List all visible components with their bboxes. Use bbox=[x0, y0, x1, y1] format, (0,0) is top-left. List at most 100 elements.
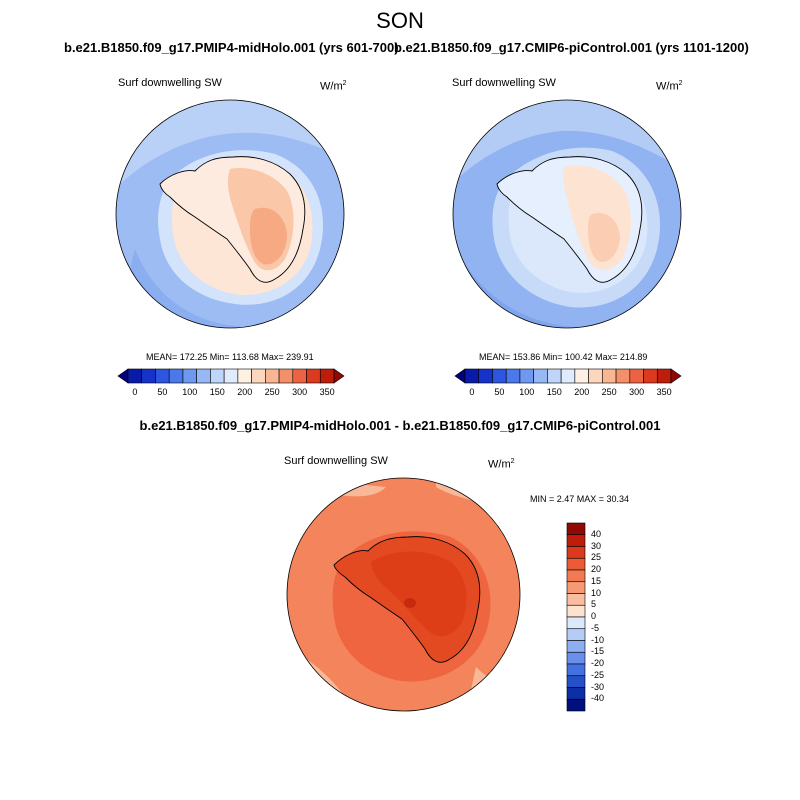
colorbar-right-box-0 bbox=[454, 368, 466, 384]
colorbar-left-tick-label: 100 bbox=[182, 387, 198, 397]
stats-diff: MIN = 2.47 MAX = 30.34 bbox=[530, 494, 630, 504]
colorbar-left-box-0 bbox=[117, 368, 129, 384]
colorbar-diff-box-4 bbox=[566, 569, 586, 583]
case-title-right: b.e21.B1850.f09_g17.CMIP6-piControl.001 … bbox=[394, 40, 749, 55]
colorbar-left-box-7 bbox=[210, 368, 225, 384]
colorbar-diff-tick-label: 0 bbox=[591, 611, 597, 621]
polar-map-left bbox=[115, 99, 345, 329]
colorbar-right-box-5 bbox=[519, 368, 534, 384]
colorbar-right-box-13 bbox=[629, 368, 644, 384]
colorbar-left-tick-label: 50 bbox=[157, 387, 168, 397]
colorbar-diff-tick-label: -5 bbox=[591, 622, 600, 633]
colorbar-right-ticks: 0 50 100 150 200 250 300 350 bbox=[455, 387, 681, 399]
colorbar-diff-box-13 bbox=[566, 675, 586, 688]
colorbar-diff-tick-label: -25 bbox=[591, 669, 605, 680]
colorbar-diff-tick-label: 15 bbox=[591, 575, 602, 586]
colorbar-left-box-16 bbox=[333, 368, 345, 384]
colorbar-left-box-10 bbox=[251, 368, 266, 384]
polar-map-diff bbox=[286, 477, 521, 712]
colorbar-left-tick-label: 0 bbox=[132, 387, 138, 397]
colorbar-left-box-3 bbox=[155, 368, 170, 384]
diff-title: b.e21.B1850.f09_g17.PMIP4-midHolo.001 - … bbox=[139, 418, 661, 433]
colorbar-right-box-11 bbox=[602, 368, 617, 384]
colorbar-right-box-8 bbox=[560, 368, 576, 384]
colorbar-diff-ticks: 40 30 25 20 15 10 5 0 -5 -10 -15 -20 -25 -30 -40 bbox=[591, 523, 621, 711]
colorbar-diff-tick-label: -20 bbox=[591, 658, 605, 668]
colorbar-right-tick-label: 300 bbox=[629, 387, 645, 397]
colorbar-left-box-11 bbox=[265, 368, 280, 384]
colorbar-right-box-16 bbox=[670, 368, 682, 384]
colorbar-left-box-1 bbox=[127, 368, 143, 384]
colorbar-diff-box-9 bbox=[566, 628, 586, 641]
colorbar-diff-tick-label: 25 bbox=[591, 552, 602, 563]
colorbar-left-box-13 bbox=[292, 368, 307, 384]
colorbar-left-box-2 bbox=[141, 368, 156, 384]
colorbar-left-box-8 bbox=[223, 368, 239, 384]
colorbar-diff-tick-label: 10 bbox=[591, 587, 602, 598]
colorbar-left-box-4 bbox=[168, 368, 184, 384]
colorbar-left-box-9 bbox=[237, 368, 252, 384]
stats-left: MEAN= 172.25 Min= 113.68 Max= 239.91 bbox=[146, 352, 314, 362]
colorbar-right-tick-label: 200 bbox=[574, 387, 590, 397]
colorbar-diff-tick-label: -30 bbox=[591, 681, 605, 692]
colorbar-diff-box-14 bbox=[566, 687, 586, 700]
colorbar-right-box-1 bbox=[464, 368, 480, 384]
colorbar-right-box-15 bbox=[656, 368, 672, 384]
polar-map-right bbox=[452, 99, 682, 329]
colorbar-left-box-6 bbox=[196, 368, 211, 384]
colorbar-right-box-4 bbox=[505, 368, 521, 384]
colorbar-diff-box-11 bbox=[566, 651, 586, 665]
colorbar-diff-tick-label: -40 bbox=[591, 693, 605, 704]
colorbar-diff-box-10 bbox=[566, 640, 586, 653]
colorbar-diff-tick-label: 30 bbox=[591, 540, 602, 551]
colorbar-left-ticks: 0 50 100 150 200 250 300 350 bbox=[118, 387, 344, 399]
colorbar-right-box-7 bbox=[547, 368, 562, 384]
colorbar-diff-box-0 bbox=[566, 522, 586, 536]
colorbar-left-tick-label: 250 bbox=[264, 387, 280, 397]
colorbar-right-tick-label: 150 bbox=[546, 387, 562, 397]
case-title-left: b.e21.B1850.f09_g17.PMIP4-midHolo.001 (y… bbox=[64, 40, 399, 55]
colorbar-right-box-14 bbox=[643, 368, 658, 384]
colorbar-diff-box-1 bbox=[566, 534, 586, 547]
colorbar-left-tick-label: 200 bbox=[237, 387, 253, 397]
colorbar-diff-box-7 bbox=[566, 604, 586, 618]
units-label-left: W/m2 bbox=[320, 80, 347, 93]
colorbar-right-tick-label: 350 bbox=[656, 387, 672, 397]
colorbar-diff-box-2 bbox=[566, 546, 586, 559]
colorbar-left bbox=[117, 368, 345, 384]
colorbar-right-box-3 bbox=[492, 368, 507, 384]
colorbar-right-tick-label: 0 bbox=[469, 387, 475, 397]
colorbar-diff-tick-label: -10 bbox=[591, 634, 605, 645]
colorbar-right-tick-label: 100 bbox=[519, 387, 535, 397]
colorbar-diff-box-3 bbox=[566, 557, 586, 571]
colorbar-left-box-14 bbox=[306, 368, 321, 384]
colorbar-diff-box-8 bbox=[566, 616, 586, 630]
colorbar-right bbox=[454, 368, 682, 384]
colorbar-right-box-10 bbox=[588, 368, 603, 384]
colorbar-left-box-5 bbox=[182, 368, 197, 384]
colorbar-right-tick-label: 50 bbox=[494, 387, 505, 397]
units-label-right: W/m2 bbox=[656, 80, 683, 93]
variable-label-left: Surf downwelling SW bbox=[118, 77, 222, 89]
colorbar-right-box-6 bbox=[533, 368, 548, 384]
colorbar-diff-tick-label: -15 bbox=[591, 646, 605, 657]
colorbar-left-tick-label: 350 bbox=[319, 387, 335, 397]
colorbar-left-tick-label: 150 bbox=[209, 387, 225, 397]
colorbar-left-tick-label: 300 bbox=[292, 387, 308, 397]
colorbar-right-box-2 bbox=[478, 368, 493, 384]
season-title: SON bbox=[376, 8, 424, 33]
stats-right: MEAN= 153.86 Min= 100.42 Max= 214.89 bbox=[479, 352, 648, 362]
colorbar-diff-tick-label: 40 bbox=[591, 528, 602, 539]
colorbar-right-box-12 bbox=[615, 368, 631, 384]
variable-label-diff: Surf downwelling SW bbox=[284, 455, 388, 467]
colorbar-diff-tick-label: 20 bbox=[591, 564, 602, 574]
colorbar-diff-box-15 bbox=[566, 698, 586, 712]
colorbar-diff-tick-label: 5 bbox=[591, 599, 597, 610]
colorbar-left-box-15 bbox=[319, 368, 335, 384]
variable-label-right: Surf downwelling SW bbox=[452, 77, 556, 89]
units-label-diff: W/m2 bbox=[488, 458, 515, 471]
colorbar-diff-box-5 bbox=[566, 581, 586, 594]
colorbar-diff-box-12 bbox=[566, 663, 586, 677]
colorbar-diff-box-6 bbox=[566, 593, 586, 606]
colorbar-right-box-9 bbox=[574, 368, 589, 384]
